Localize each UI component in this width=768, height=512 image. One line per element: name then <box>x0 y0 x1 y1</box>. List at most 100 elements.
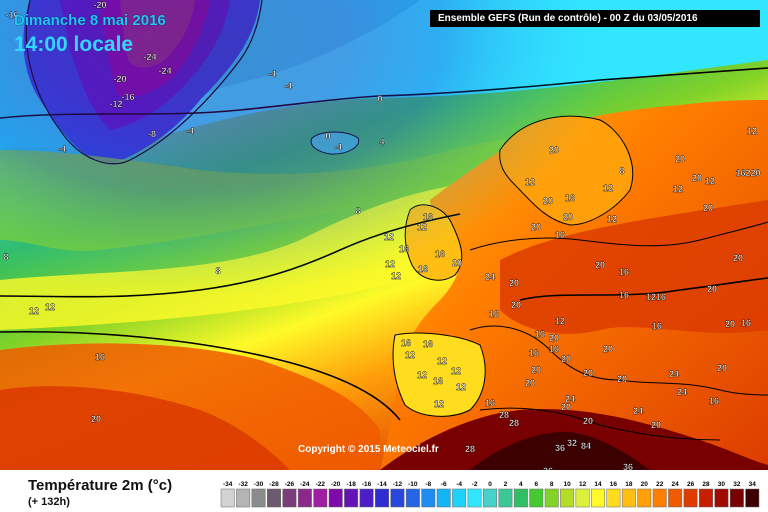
temperature-label: 20 <box>531 222 541 232</box>
scale-tick-label: -34 <box>223 481 233 488</box>
scale-swatch <box>683 488 698 508</box>
temperature-label: 16 <box>741 318 751 328</box>
temperature-label: 20 <box>651 420 661 430</box>
temperature-label: 4 <box>379 137 384 147</box>
scale-tick-label: -32 <box>238 481 248 488</box>
scale-swatch <box>699 488 713 508</box>
temperature-label: 16 <box>433 376 443 386</box>
temperature-label: 20 <box>549 145 559 155</box>
temperature-label: -4 <box>58 144 66 154</box>
temperature-label: -4 <box>334 142 342 152</box>
temperature-label: 20 <box>725 319 735 329</box>
temperature-label: 12 <box>437 356 447 366</box>
temperature-label: 20 <box>733 253 743 263</box>
scale-tick-label: -28 <box>269 481 279 488</box>
scale-swatch <box>745 488 760 508</box>
temperature-label: 24 <box>677 387 687 397</box>
temperature-label: 24 <box>485 272 495 282</box>
temperature-label: 20 <box>525 378 535 388</box>
map-temperature-labels: -20-16-24-24-20-16-12-4-4-8 -4-400-4 48881… <box>3 0 760 470</box>
scale-tick-label: -12 <box>393 481 403 488</box>
scale-swatch <box>297 488 312 508</box>
scale-swatch <box>313 488 328 508</box>
temperature-label: 20 <box>561 354 571 364</box>
scale-swatch <box>606 488 621 508</box>
temperature-label: 20 <box>707 284 717 294</box>
temperature-label: 20 <box>543 196 553 206</box>
temperature-label: 12 <box>603 183 613 193</box>
scale-tick-label: 34 <box>749 481 757 488</box>
scale-swatch <box>560 488 575 508</box>
scale-tick-label: 4 <box>519 481 523 488</box>
scale-swatch <box>591 488 605 508</box>
temperature-label: 36 <box>555 443 565 453</box>
scale-tick-label: 14 <box>594 481 602 488</box>
temperature-label: 12 <box>384 232 394 242</box>
temperature-label: 16 <box>529 348 539 358</box>
scale-tick-label: -18 <box>346 481 356 488</box>
temperature-label: 12 <box>29 306 39 316</box>
scale-swatch <box>267 488 281 508</box>
scale-swatch <box>637 488 652 508</box>
temperature-label: 12 <box>673 184 683 194</box>
scale-tick-label: -20 <box>331 481 341 488</box>
temperature-label: 28 <box>465 444 475 454</box>
scale-swatch <box>652 488 667 508</box>
scale-tick-label: 8 <box>550 481 554 488</box>
scale-swatch <box>668 488 683 508</box>
temperature-label: 20 <box>452 258 462 268</box>
scale-tick-label: -8 <box>425 481 431 488</box>
scale-tick-label: 32 <box>733 481 741 488</box>
scale-tick-label: 12 <box>579 481 587 488</box>
temperature-label: 0 <box>325 131 330 141</box>
scale-tick-label: 0 <box>488 481 492 488</box>
temperature-color-scale: -34 -32 -30 -28 -26 -24 -22 -20 -18 -16 -14 -12 -10-… <box>220 481 760 508</box>
temperature-label: 24 <box>565 394 575 404</box>
temperature-label: 16 <box>435 249 445 259</box>
temperature-label: 16 <box>565 193 575 203</box>
scale-swatch <box>282 488 297 508</box>
temperature-label: 16 <box>489 309 499 319</box>
scale-swatch <box>452 488 467 508</box>
temperature-label: 1216 <box>646 292 666 302</box>
temperature-label: 12 <box>391 271 401 281</box>
scale-tick-label: -22 <box>316 481 326 488</box>
scale-swatch <box>575 488 590 508</box>
scale-swatch <box>483 488 497 508</box>
temperature-label: -4 <box>268 69 276 79</box>
temperature-label: 24 <box>669 369 679 379</box>
scale-tick-label: -10 <box>408 481 418 488</box>
copyright-notice: Copyright © 2015 Meteociel.fr <box>298 444 439 455</box>
temperature-label: 16 <box>709 396 719 406</box>
temperature-label: 16 <box>652 321 662 331</box>
scale-tick-label: 22 <box>656 481 664 488</box>
scale-tick-label: 16 <box>610 481 618 488</box>
temperature-label: -20 <box>93 0 106 10</box>
temperature-label: -8 <box>148 129 156 139</box>
scale-tick-label: -2 <box>472 481 478 488</box>
scale-swatch <box>344 488 359 508</box>
temperature-label: 8 <box>215 266 220 276</box>
temperature-label: 20 <box>617 374 627 384</box>
scale-tick-label: -16 <box>362 481 372 488</box>
scale-swatch <box>405 488 420 508</box>
scale-swatch <box>498 488 513 508</box>
scale-swatch <box>390 488 405 508</box>
scale-swatch <box>436 488 451 508</box>
temperature-label: 36 <box>543 466 553 470</box>
temperature-label: 16 <box>95 352 105 362</box>
temperature-label: 12 <box>405 350 415 360</box>
temperature-label: 12 <box>525 177 535 187</box>
temperature-label: 24 <box>633 406 643 416</box>
temperature-label: 36 <box>623 462 633 470</box>
temperature-label: 8 <box>619 166 624 176</box>
scale-tick-label: -6 <box>441 481 447 488</box>
temperature-label: 16 <box>399 244 409 254</box>
temperature-label: 20 <box>703 203 713 213</box>
scale-tick-label: 6 <box>534 481 538 488</box>
temperature-label: 12 <box>417 370 427 380</box>
temperature-label: 12 <box>434 399 444 409</box>
temperature-label: 16 <box>423 212 433 222</box>
temperature-label: 12 <box>385 259 395 269</box>
scale-tick-label: 30 <box>718 481 726 488</box>
